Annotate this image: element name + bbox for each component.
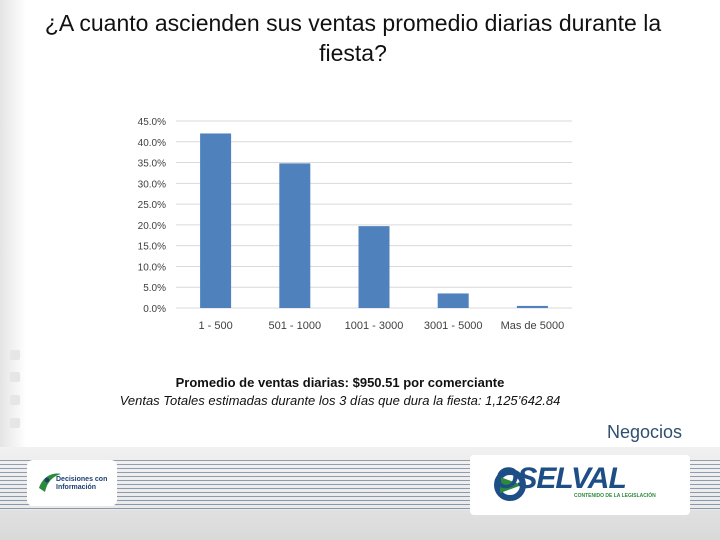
decorative-square (10, 395, 20, 405)
oselval-logo (470, 455, 690, 515)
y-axis-ticks: 0.0% 5.0% 10.0% 15.0% 20.0% 25.0% 30.0% 35.0% 40… (138, 117, 166, 315)
x-tick-label: 1 - 500 (198, 320, 232, 332)
y-tick-label: 45.0% (138, 117, 166, 128)
bar-masde5000 (516, 305, 548, 308)
y-tick-label: 30.0% (138, 179, 166, 190)
y-tick-label: 10.0% (138, 262, 166, 273)
slide-title: ¿A cuanto ascienden sus ventas promedio … (44, 10, 662, 66)
y-tick-label: 20.0% (138, 221, 166, 232)
oselval-emblem-icon (494, 469, 526, 501)
bar-501-1000 (279, 163, 311, 308)
decorative-square (10, 418, 20, 428)
decisiones-swoosh-icon (39, 473, 61, 492)
bar-1001-3000 (358, 226, 390, 308)
oselval-logo-subtitle: CONTENIDO DE LA LEGISLACIÓN (574, 493, 656, 499)
x-tick-label: 3001 - 5000 (424, 320, 483, 332)
bar-1-500 (200, 133, 232, 308)
y-tick-label: 5.0% (143, 283, 166, 294)
bar-3001-5000 (437, 293, 469, 308)
decisiones-logo (27, 460, 117, 506)
x-tick-label: Mas de 5000 (501, 320, 565, 332)
y-tick-label: 15.0% (138, 242, 166, 253)
y-tick-label: 25.0% (138, 200, 166, 211)
oselval-logo-text: OSELVAL (495, 462, 627, 495)
y-tick-label: 35.0% (138, 159, 166, 170)
section-label: Negocios (606, 422, 682, 442)
decorative-square (10, 372, 20, 382)
decorative-square (10, 350, 20, 360)
decisiones-logo-text: Decisiones con Información (56, 476, 108, 491)
y-tick-label: 0.0% (143, 304, 166, 315)
total-sales-note: Ventas Totales estimadas durante los 3 d… (119, 393, 561, 408)
x-tick-label: 1001 - 3000 (345, 320, 404, 332)
y-tick-label: 40.0% (138, 138, 166, 149)
x-tick-label: 501 - 1000 (268, 320, 321, 332)
chart-bars (200, 133, 548, 308)
bar-chart: 0.0% 5.0% 10.0% 15.0% 20.0% 25.0% 30.0% 35.0% 40… (138, 117, 572, 332)
average-sales-note: Promedio de ventas diarias: $950.51 por … (175, 375, 505, 390)
x-axis-ticks: 1 - 500 501 - 1000 1001 - 3000 3001 - 5000 M… (198, 320, 564, 332)
